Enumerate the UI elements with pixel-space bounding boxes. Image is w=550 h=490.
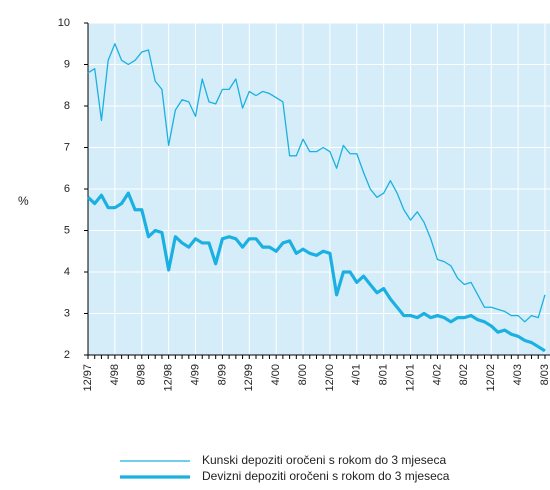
x-tick-label: 12/01	[404, 364, 416, 392]
x-tick-label: 4/03	[512, 364, 524, 385]
x-tick-label: 8/99	[216, 364, 228, 385]
y-tick-label: 7	[64, 141, 70, 153]
x-tick-label: 4/01	[351, 364, 363, 385]
x-tick-label: 4/02	[431, 364, 443, 385]
series-line	[87, 43, 546, 323]
y-tick-label: 3	[64, 307, 70, 319]
y-tick-label: 8	[64, 100, 70, 112]
y-axis-label: %	[18, 194, 29, 208]
x-tick-label: 8/03	[539, 364, 550, 385]
series-line	[86, 191, 546, 353]
x-tick-label: 4/98	[109, 364, 121, 385]
y-tick-label: 9	[64, 58, 70, 70]
y-tick-label: 5	[64, 224, 70, 236]
x-tick-label: 12/97	[82, 364, 94, 392]
legend-label: Kunski depoziti oročeni s rokom do 3 mje…	[202, 453, 446, 467]
y-tick-label: 6	[64, 183, 70, 195]
y-tick-label: 2	[64, 349, 70, 361]
x-tick-label: 12/00	[324, 364, 336, 392]
x-tick-label: 12/99	[243, 364, 255, 392]
x-tick-label: 12/02	[485, 364, 497, 392]
y-tick-label: 4	[64, 266, 70, 278]
legend-label: Devizni depoziti oročeni s rokom do 3 mj…	[202, 469, 450, 483]
y-tick-label: 10	[58, 17, 70, 29]
x-tick-label: 8/98	[136, 364, 148, 385]
x-tick-label: 8/02	[458, 364, 470, 385]
x-tick-label: 4/99	[189, 364, 201, 385]
x-tick-label: 12/98	[163, 364, 175, 392]
x-tick-label: 8/01	[378, 364, 390, 385]
x-tick-label: 4/00	[270, 364, 282, 385]
x-tick-label: 8/00	[297, 364, 309, 385]
